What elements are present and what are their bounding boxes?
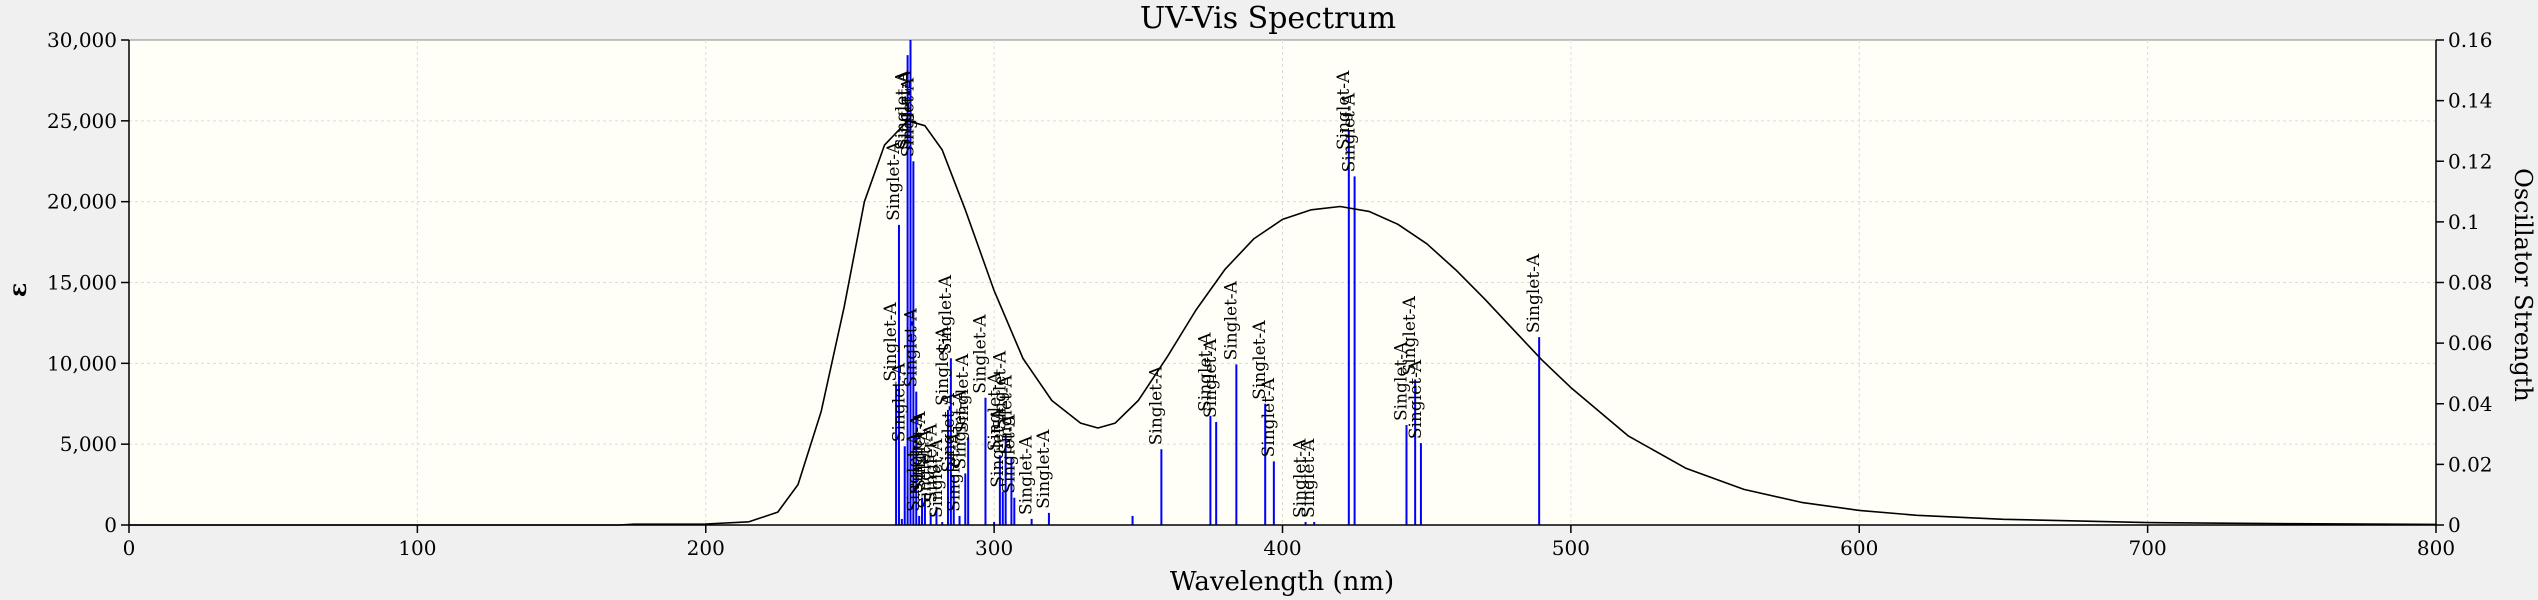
y2-axis-label: Oscillator Strength	[2509, 168, 2537, 402]
spectrum-curve	[129, 120, 2437, 526]
y2-tick-label: 0	[2448, 513, 2461, 537]
transition-labels: Singlet-ASinglet-ASinglet-ASinglet-ASing…	[881, 70, 1544, 518]
transition-label: Singlet-A	[921, 423, 941, 503]
transition-label: Singlet-A	[999, 414, 1019, 494]
transition-label: Singlet-A	[1299, 438, 1319, 518]
transition-label: Singlet-A	[988, 408, 1008, 488]
transition-label: Singlet-A	[1250, 320, 1270, 400]
transition-label: Singlet-A	[1259, 377, 1279, 457]
transition-label: Singlet-A	[893, 70, 913, 150]
transition-label: Singlet-A	[1291, 438, 1311, 518]
transition-label: Singlet-A	[933, 326, 953, 406]
y-tick-label: 0	[104, 513, 117, 537]
transition-label: Singlet-A	[936, 274, 956, 354]
transition-label: Singlet-A	[890, 362, 910, 442]
y-tick-label: 5,000	[60, 432, 117, 456]
x-tick-label: 700	[2129, 536, 2167, 560]
y-tick-label: 25,000	[47, 109, 117, 133]
transition-label: Singlet-A	[916, 429, 936, 509]
transition-label: Singlet-A	[884, 141, 904, 221]
transition-label: Singlet-A	[907, 414, 927, 494]
x-tick-label: 0	[123, 536, 136, 560]
x-tick-label: 600	[1840, 536, 1878, 560]
transition-label: Singlet-A	[950, 389, 970, 469]
y2-tick-label: 0.12	[2448, 149, 2493, 173]
transition-label: Singlet-A	[901, 308, 921, 388]
transition-label: Singlet-A	[1406, 359, 1426, 439]
transition-label: Singlet-A	[1195, 332, 1215, 412]
y2-tick-label: 0.14	[2448, 89, 2493, 113]
x-tick-label: 500	[1552, 536, 1590, 560]
transition-label: Singlet-A	[970, 314, 990, 394]
transition-label: Singlet-A	[1340, 92, 1360, 172]
transition-label: Singlet-A	[1334, 70, 1354, 150]
transition-label: Singlet-A	[1524, 253, 1544, 333]
transition-label: Singlet-A	[881, 302, 901, 382]
transition-label: Singlet-A	[1392, 341, 1412, 421]
grid	[129, 40, 2436, 525]
x-tick-label: 800	[2417, 536, 2455, 560]
transition-label: Singlet-A	[904, 432, 924, 512]
x-tick-label: 100	[398, 536, 436, 560]
transition-label: Singlet-A	[1034, 429, 1054, 509]
transition-label: Singlet-A	[939, 393, 959, 473]
axes: 0 100 200 300 400 500 600 700 80005,00010,00015,…	[47, 28, 2493, 560]
y2-tick-label: 0.04	[2448, 392, 2493, 416]
transition-label: Singlet-A	[1201, 338, 1221, 418]
transition-sticks	[895, 40, 1541, 525]
transition-label: Singlet-A	[1146, 365, 1166, 445]
y2-tick-label: 0.16	[2448, 28, 2493, 52]
y-tick-label: 15,000	[47, 271, 117, 295]
transition-label: Singlet-A	[910, 411, 930, 491]
transition-label: Singlet-A	[927, 438, 947, 518]
y-tick-label: 10,000	[47, 351, 117, 375]
y-axis-label: ε	[3, 283, 32, 298]
x-tick-label: 200	[687, 536, 725, 560]
transition-label: Singlet-A	[898, 77, 918, 157]
transition-label: Singlet-A	[945, 432, 965, 512]
x-tick-label: 300	[975, 536, 1013, 560]
y2-tick-label: 0.06	[2448, 331, 2493, 355]
transition-label: Singlet-A	[953, 353, 973, 433]
y-tick-label: 30,000	[47, 28, 117, 52]
y2-tick-label: 0.1	[2448, 210, 2480, 234]
x-axis-label: Wavelength (nm)	[1170, 567, 1394, 596]
transition-label: Singlet-A	[1221, 280, 1241, 360]
y-tick-label: 20,000	[47, 190, 117, 214]
chart-title: UV-Vis Spectrum	[1140, 1, 1396, 36]
transition-label: Singlet-A	[1400, 296, 1420, 376]
y2-tick-label: 0.02	[2448, 452, 2493, 476]
y2-tick-label: 0.08	[2448, 271, 2493, 295]
transition-label: Singlet-A	[1017, 435, 1037, 515]
transition-label: Singlet-A	[985, 371, 1005, 451]
spectrum-curve-group	[129, 120, 2437, 526]
x-tick-label: 400	[1263, 536, 1301, 560]
transition-label: Singlet-A	[895, 70, 915, 150]
transition-label: Singlet-A	[996, 374, 1016, 454]
transition-label: Singlet-A	[991, 350, 1011, 430]
